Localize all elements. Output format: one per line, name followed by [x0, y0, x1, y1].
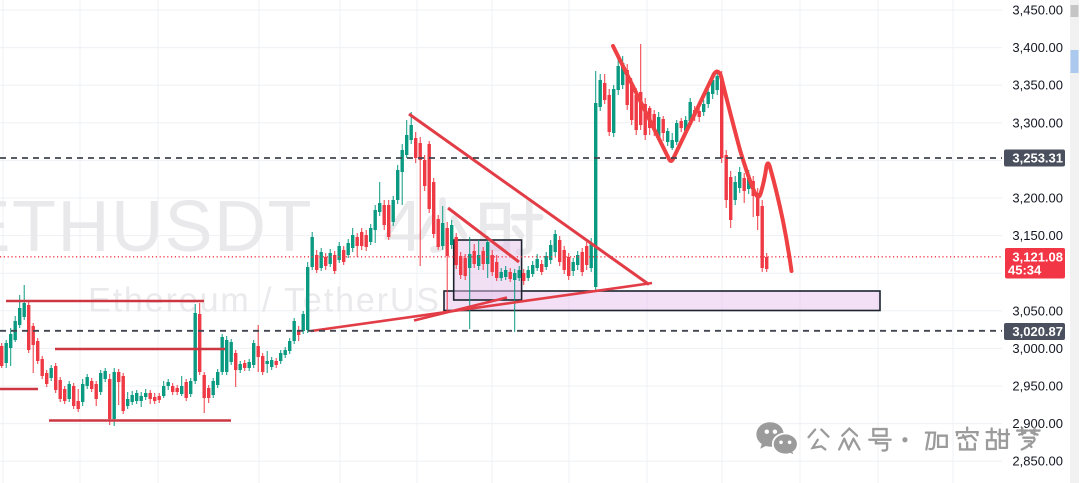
svg-text:3,400.00: 3,400.00 — [1012, 40, 1063, 55]
svg-text:ETHUSDT: ETHUSDT — [0, 187, 313, 267]
svg-text:3,450.00: 3,450.00 — [1012, 3, 1063, 18]
svg-text:45:34: 45:34 — [1008, 263, 1042, 278]
svg-text:3,200.00: 3,200.00 — [1012, 191, 1063, 206]
svg-text:3,050.00: 3,050.00 — [1012, 303, 1063, 318]
svg-text:3,121.08: 3,121.08 — [1012, 250, 1063, 265]
svg-text:3,350.00: 3,350.00 — [1012, 78, 1063, 93]
svg-text:2,900.00: 2,900.00 — [1012, 416, 1063, 431]
svg-text:2,950.00: 2,950.00 — [1012, 379, 1063, 394]
svg-text:2,850.00: 2,850.00 — [1012, 454, 1063, 469]
svg-text:3,150.00: 3,150.00 — [1012, 228, 1063, 243]
svg-text:3,253.31: 3,253.31 — [1012, 151, 1063, 166]
svg-text:3,300.00: 3,300.00 — [1012, 115, 1063, 130]
svg-text:3,000.00: 3,000.00 — [1012, 341, 1063, 356]
svg-text:3,020.87: 3,020.87 — [1012, 324, 1063, 339]
